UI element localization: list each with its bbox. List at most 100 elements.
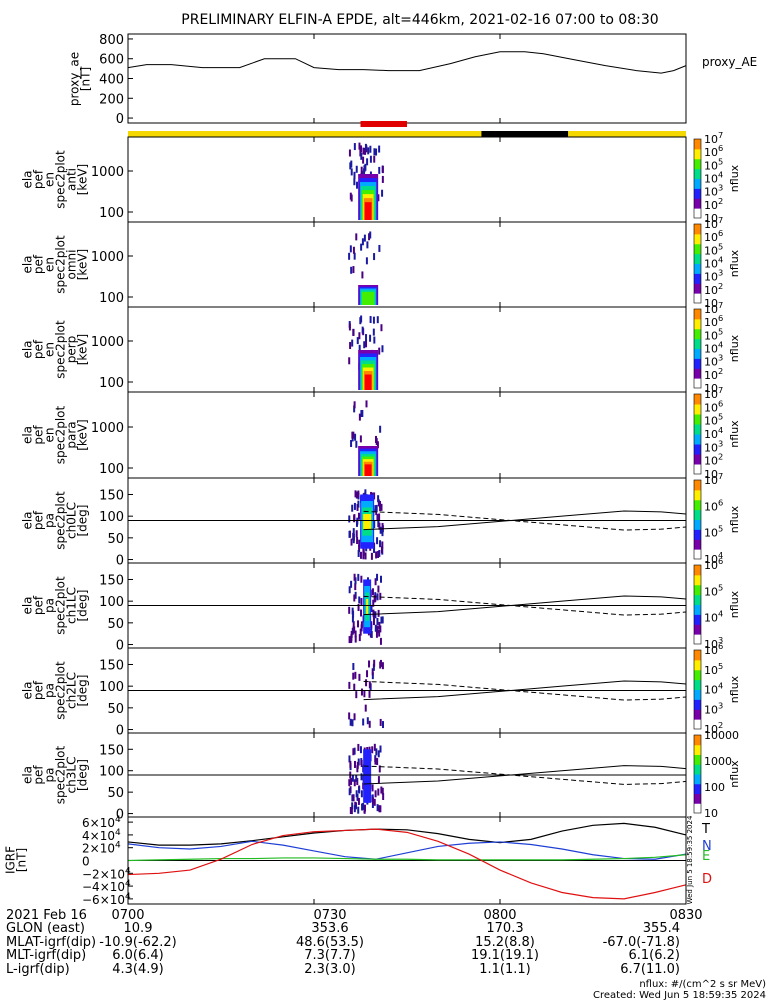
spectrogram-pixel	[380, 324, 383, 332]
pa-pixel	[350, 580, 353, 588]
pa-pixel	[355, 519, 358, 527]
colorbar-cell	[694, 341, 701, 346]
colorbar-tick-label: 105	[704, 156, 723, 172]
colorbar-cell	[694, 381, 701, 386]
pa-pixel	[359, 628, 362, 636]
spectrogram-pixel	[381, 166, 384, 174]
spectrogram-pixel	[363, 234, 366, 242]
colorbar-cell	[694, 552, 701, 557]
pa-pixel	[356, 793, 359, 801]
y-axis-label-line: en	[43, 257, 57, 272]
y-axis-label-line: ela	[21, 681, 35, 699]
pa_ch1-panel: 050100150elapefpaspec2plotch1LC[deg]1031…	[21, 556, 742, 654]
spectrogram-pixel	[381, 345, 384, 353]
pa-pixel	[353, 514, 356, 522]
igrf-T-line	[127, 822, 687, 846]
colorbar-frame	[693, 308, 702, 389]
pa-pixel	[379, 661, 382, 669]
panel-frame	[127, 816, 687, 905]
pa-pixel	[370, 621, 373, 629]
colorbar-cell	[694, 489, 701, 494]
spectrogram-pixel	[350, 194, 353, 202]
colorbar-cell	[694, 519, 701, 524]
colorbar-cell	[694, 437, 701, 442]
colorbar-tick-label: 10	[704, 297, 718, 310]
colorbar-cell	[694, 526, 701, 530]
colorbar-label: nflux	[728, 590, 741, 618]
pa-pixel	[358, 634, 361, 642]
y-tick-label: 200	[99, 92, 124, 107]
spectrogram-pixel	[359, 317, 362, 325]
spectrogram-pixel	[377, 194, 380, 202]
y-axis-label-line: ch1LC	[65, 587, 79, 624]
spectrogram-pixel	[348, 149, 351, 157]
colorbar-cell	[694, 806, 701, 811]
spectrogram-pixel	[365, 400, 368, 408]
colorbar-cell	[694, 689, 701, 694]
colorbar-tick-label: 106	[704, 497, 723, 513]
pa-core	[363, 513, 372, 530]
colorbar-label-text: nflux	[728, 164, 741, 192]
y-tick-label: 100	[99, 680, 124, 695]
y-axis-label-line: ela	[21, 596, 35, 614]
y-tick-label: −4×104	[82, 879, 131, 894]
pa-pixel	[376, 537, 379, 545]
y-tick-label: 800	[99, 33, 124, 48]
pa-pixel	[355, 790, 358, 798]
colorbar-cell	[694, 162, 701, 166]
colorbar-tick-label: 10	[704, 807, 718, 820]
spectrogram-pixel	[353, 401, 356, 409]
y-axis-label-line: pef	[32, 595, 46, 615]
pa-pixel	[378, 522, 381, 530]
spectrogram-core	[364, 464, 372, 476]
y-axis-label-line: pef	[32, 339, 46, 359]
pa-pixel	[353, 502, 356, 510]
pa-pixel	[348, 606, 351, 614]
pa-pixel	[351, 802, 354, 810]
colorbar-tick-label: 105	[704, 241, 723, 257]
footer-row-label: MLAT-igrf(dip)	[6, 935, 96, 950]
pa-pixel	[358, 786, 361, 794]
colorbar-tick-label: 107	[704, 300, 723, 316]
colorbar-cell	[694, 424, 701, 428]
footer-value: 1.1(1.1)	[479, 962, 531, 977]
y-tick-label: 100	[99, 765, 124, 780]
pa-pixel	[355, 691, 358, 699]
colorbar-tick-label: 104	[704, 681, 723, 697]
y-axis-label-line: [deg]	[76, 675, 90, 707]
colorbar-cell	[694, 709, 701, 714]
colorbar-cell	[694, 279, 701, 284]
y-axis-label-line: ela	[21, 766, 35, 784]
spectrogram-pixel	[368, 233, 371, 241]
spectrogram-pixel	[378, 145, 381, 153]
colorbar-cell	[694, 800, 701, 804]
colorbar-cell	[694, 434, 701, 438]
pa-pixel	[379, 637, 382, 645]
pa-pixel	[377, 788, 380, 796]
igrf-N-line	[127, 840, 687, 860]
pa-pixel	[353, 626, 356, 634]
spec_para-panel: 1001000elapefenspec2plotpara[keV]1010210…	[21, 385, 742, 481]
spectrogram-pixel	[352, 266, 355, 274]
colorbar-tick-label: 102	[704, 196, 723, 212]
pa-pixel	[349, 806, 352, 814]
igrf-D-line	[127, 828, 687, 900]
anti-loss-cone-line	[363, 680, 687, 701]
y-axis-label-line: en	[43, 428, 57, 443]
pa-pixel	[376, 573, 379, 581]
y-tick-label: 150	[99, 658, 124, 673]
spectrogram-pixel	[373, 336, 376, 344]
colorbar-cell	[694, 676, 701, 681]
pa-pixel	[371, 800, 374, 808]
spectrogram-pixel	[352, 328, 355, 336]
pa-pixel	[376, 617, 379, 625]
colorbar-cell	[694, 345, 701, 349]
colorbar-cell	[694, 322, 701, 326]
y-axis-label-line: pef	[32, 765, 46, 785]
pa-pixel	[360, 773, 363, 781]
created-stamp: Created: Wed Jun 5 18:59:35 2024	[593, 990, 766, 1000]
y-axis-label-line: spec2plot	[54, 235, 68, 294]
y-axis-label-line: pa	[43, 768, 57, 783]
colorbar-label-text: nflux	[728, 675, 741, 703]
pa-pixel	[362, 802, 365, 810]
